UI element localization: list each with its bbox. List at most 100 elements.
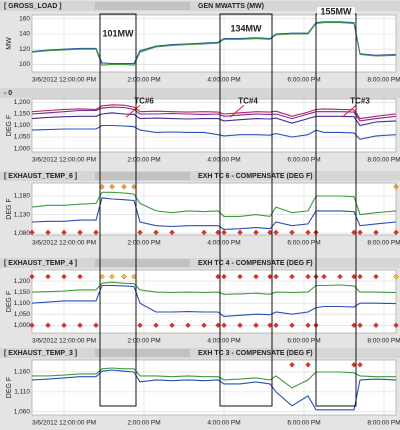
marker — [289, 229, 295, 236]
marker — [373, 273, 379, 280]
marker — [393, 273, 399, 280]
marker — [253, 229, 259, 236]
y-axis-label: DEG F — [6, 291, 13, 312]
label-bg — [221, 24, 271, 34]
marker — [221, 273, 227, 280]
marker — [289, 273, 295, 280]
header-bar — [0, 171, 400, 181]
panel-header: EXH TC 6 - COMPENSATE (DEG F) — [198, 173, 313, 180]
x-tick-label: 8:00:00 PM — [367, 240, 400, 247]
x-tick-label: 3/6/2012 12:00:00 PM — [32, 77, 96, 84]
header-bar — [0, 1, 400, 11]
marker — [29, 273, 35, 280]
marker — [45, 229, 51, 236]
marker — [337, 273, 343, 280]
marker — [305, 273, 311, 280]
panel-header: [ EXHAUST_TEMP_6 ] — [4, 173, 77, 180]
marker — [305, 322, 311, 328]
marker — [237, 322, 243, 328]
marker — [45, 273, 51, 280]
marker — [109, 273, 115, 280]
y-tick-label: 1,100 — [14, 300, 31, 307]
marker — [61, 229, 67, 236]
marker — [357, 322, 363, 328]
marker — [321, 273, 327, 280]
y-tick-label: 1,130 — [14, 211, 31, 218]
marker — [29, 322, 35, 328]
x-tick-label: 6:00:00 PM — [287, 240, 320, 247]
redacted — [95, 259, 190, 267]
annotation: TC#3 — [350, 96, 370, 105]
y-tick-label: 100 — [19, 61, 30, 68]
marker — [137, 229, 143, 236]
x-tick-label: 6:00:00 PM — [287, 420, 320, 427]
header-bar — [0, 258, 400, 268]
label-bg — [317, 7, 355, 17]
plot-area — [31, 182, 397, 236]
marker — [273, 229, 279, 236]
marker — [305, 229, 311, 236]
y-tick-label: 1,150 — [14, 111, 31, 118]
y-tick-label: 1,200 — [14, 278, 31, 285]
marker — [393, 184, 399, 190]
x-tick-label: 6:00:00 PM — [287, 338, 320, 345]
marker — [253, 322, 259, 328]
x-tick-label: 2:00:00 PM — [127, 240, 160, 247]
marker — [273, 273, 279, 280]
marker — [221, 322, 227, 328]
marker — [289, 322, 295, 328]
marker — [393, 229, 399, 236]
marker — [373, 229, 379, 236]
x-tick-label: 8:00:00 PM — [367, 338, 400, 345]
marker — [77, 273, 83, 280]
redacted — [95, 2, 190, 10]
x-tick-label: 2:00:00 PM — [127, 338, 160, 345]
marker — [77, 229, 83, 236]
marker — [357, 362, 363, 368]
marker — [45, 322, 51, 328]
marker — [121, 184, 127, 190]
y-tick-label: 1,200 — [14, 99, 31, 106]
marker — [393, 322, 399, 328]
marker — [153, 322, 159, 328]
marker — [305, 362, 311, 368]
y-tick-label: 1,110 — [14, 389, 30, 396]
redacted — [95, 172, 190, 180]
redacted — [95, 349, 190, 357]
y-tick-label: 1,050 — [14, 311, 31, 318]
marker — [61, 322, 67, 328]
marker — [153, 229, 159, 236]
marker — [93, 322, 99, 328]
y-tick-label: 1,080 — [14, 230, 31, 237]
marker — [357, 229, 363, 236]
x-tick-label: 6:00:00 PM — [287, 157, 320, 164]
marker — [273, 322, 279, 328]
marker — [121, 273, 127, 280]
y-tick-label: 1,180 — [14, 193, 31, 200]
marker — [289, 362, 295, 368]
plot-area — [31, 359, 397, 416]
panel-header: [ EXHAUST_TEMP_4 ] — [4, 260, 77, 267]
marker — [201, 322, 207, 328]
x-tick-label: 4:00:00 PM — [207, 240, 240, 247]
y-axis-label: MW — [6, 37, 13, 50]
panel-header: [ GROSS_LOAD ] — [4, 3, 62, 10]
x-tick-label: 3/6/2012 12:00:00 PM — [32, 338, 96, 345]
marker — [169, 322, 175, 328]
x-tick-label: 4:00:00 PM — [207, 420, 240, 427]
annotation: TC#4 — [238, 96, 258, 105]
y-axis-label: DEG F — [6, 198, 13, 219]
y-tick-label: 1,050 — [14, 134, 31, 141]
panel-header: - 0 — [4, 90, 12, 97]
y-tick-label: 1,000 — [14, 322, 31, 329]
annotation-arrow — [229, 104, 245, 118]
marker — [221, 229, 227, 236]
highlight-box — [99, 13, 137, 407]
y-tick-label: 1,060 — [14, 409, 31, 416]
highlight-box — [219, 13, 273, 407]
x-tick-label: 3/6/2012 12:00:00 PM — [32, 420, 96, 427]
y-tick-label: 140 — [19, 31, 30, 38]
y-axis-label: DEG F — [6, 115, 13, 136]
header-bar — [0, 88, 400, 98]
marker — [185, 322, 191, 328]
